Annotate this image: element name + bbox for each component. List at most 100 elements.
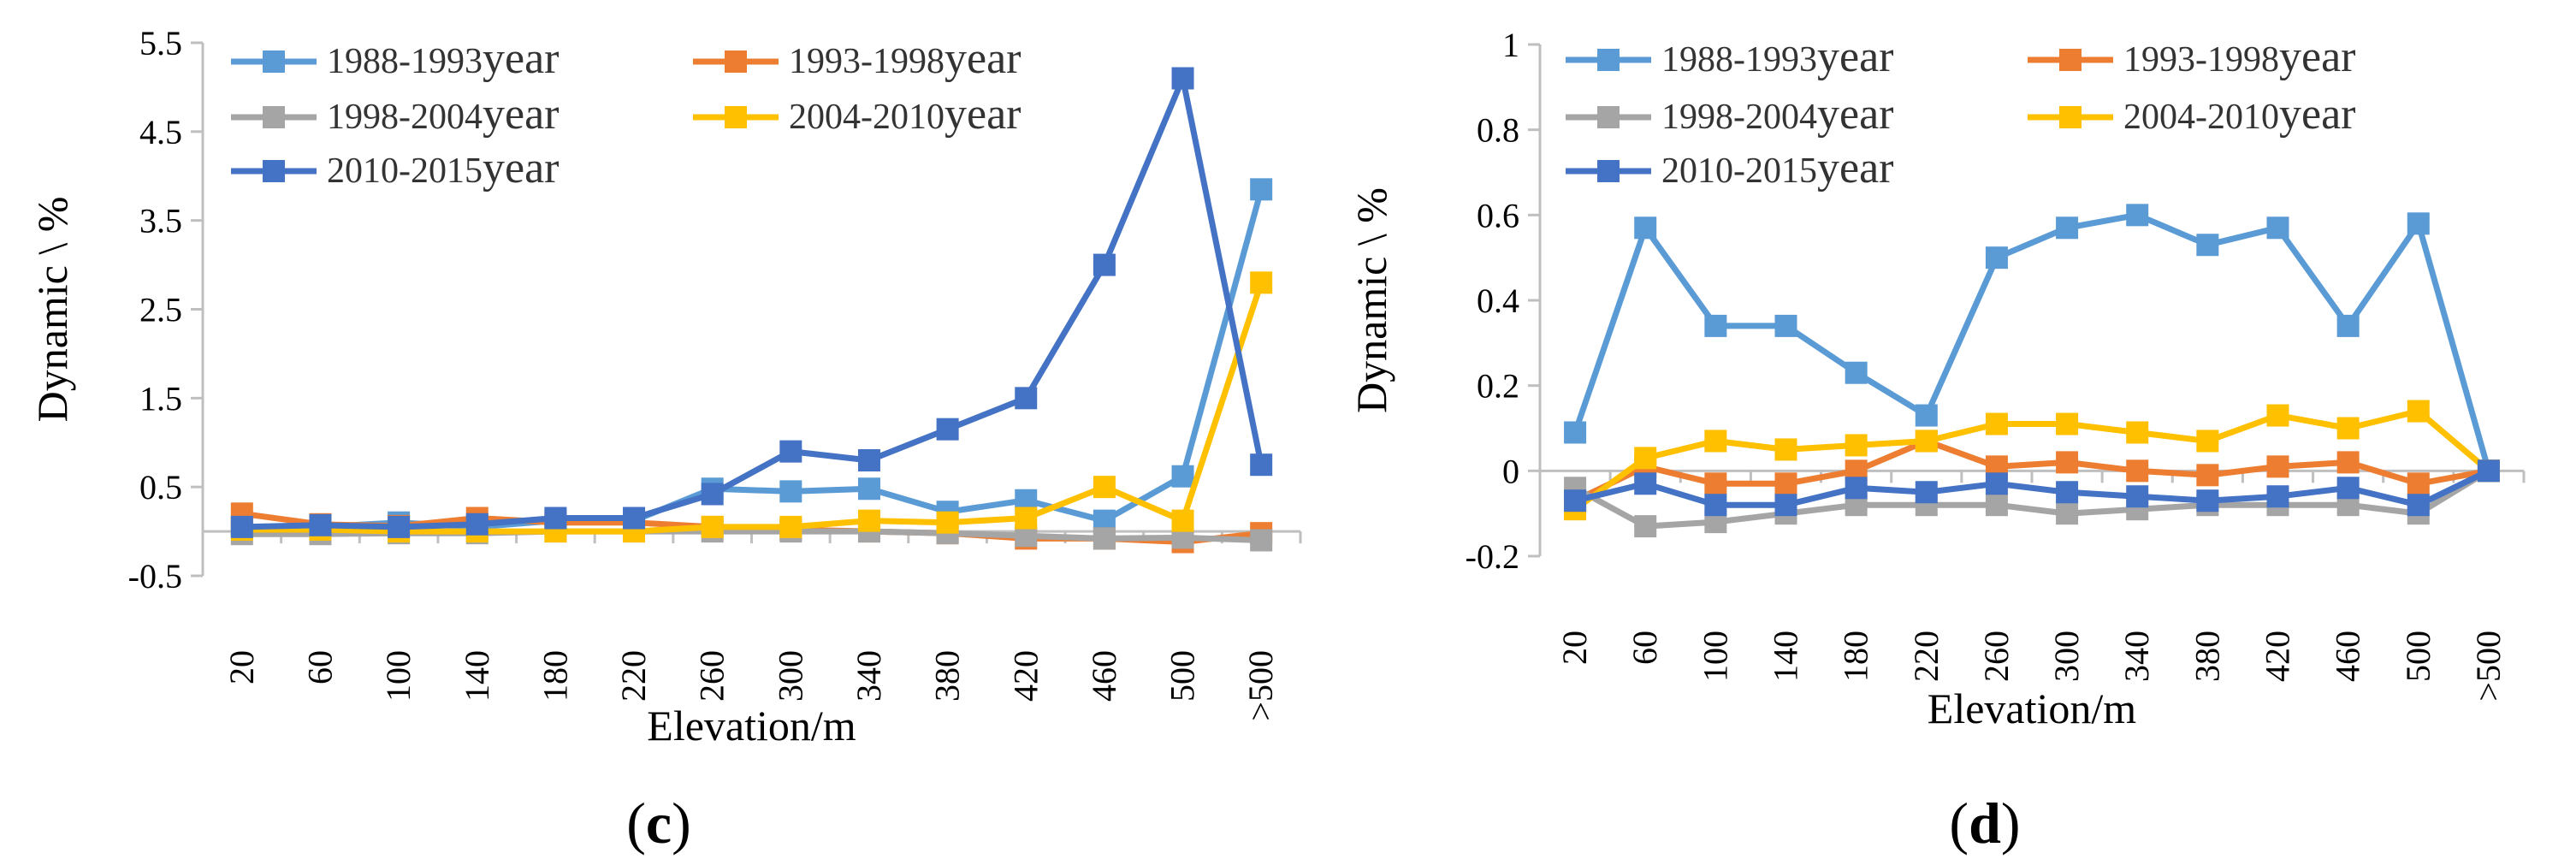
data-point — [1250, 453, 1273, 477]
data-point — [2056, 412, 2079, 435]
data-point — [1774, 494, 1797, 517]
legend-marker — [725, 106, 747, 128]
data-point — [1634, 216, 1657, 240]
x-tick-label: 420 — [2259, 631, 2297, 682]
y-tick-label: 0.5 — [139, 468, 182, 507]
data-point — [1915, 404, 1938, 427]
x-tick-label: 380 — [2188, 631, 2226, 682]
data-point — [1093, 476, 1116, 499]
data-point — [2056, 481, 2079, 504]
data-point — [779, 440, 802, 463]
data-point — [388, 515, 411, 538]
y-tick-label: 0.4 — [1477, 281, 1519, 320]
data-point — [1093, 253, 1116, 276]
chart-panel-d: -0.2 0 0.2 0.4 0.6 0.8 1 20 60 100 140 180 220 260 300… — [1347, 26, 2526, 856]
data-point — [2407, 494, 2430, 517]
data-point — [2196, 430, 2219, 453]
data-point — [309, 513, 332, 536]
series-line — [1573, 408, 2491, 512]
data-point — [2196, 234, 2219, 257]
legend-label: 2004-2010year — [789, 90, 1021, 139]
y-tick-label: 0.2 — [1477, 367, 1519, 406]
legend-entry-2010-2015: 2010-2015year — [231, 144, 559, 193]
x-tick-label: 140 — [458, 650, 496, 702]
legend-marker — [2059, 49, 2082, 71]
series-2010-2015 — [230, 67, 1273, 538]
x-tick-label: 100 — [379, 650, 417, 702]
data-point — [701, 515, 724, 538]
data-point — [1985, 494, 2008, 517]
y-tick-label: 4.5 — [139, 113, 182, 151]
data-point — [2407, 400, 2430, 423]
series-line — [1573, 438, 2490, 504]
data-point — [1704, 472, 1727, 495]
x-tick-label: 420 — [1006, 650, 1045, 702]
data-point — [857, 477, 880, 501]
data-point — [2196, 489, 2219, 512]
legend-entry-2010-2015: 2010-2015year — [1566, 144, 1893, 193]
chart-panel-c: -0.5 0.5 1.5 2.5 3.5 4.5 5.5 20 60 100 140 180 220 26… — [28, 24, 1302, 856]
data-point — [1250, 529, 1273, 552]
data-point — [857, 509, 880, 532]
legend-marker — [263, 160, 285, 182]
panel-caption: (c) — [626, 791, 691, 856]
legend-label: 2004-2010year — [2123, 90, 2355, 139]
data-point — [2056, 451, 2079, 474]
y-tick-label: 5.5 — [139, 24, 182, 62]
data-point — [1704, 430, 1727, 453]
legend-marker — [1597, 106, 1620, 128]
legend-marker — [263, 50, 285, 73]
data-point — [857, 449, 880, 472]
data-point — [1093, 527, 1116, 550]
x-tick-label: 20 — [222, 650, 261, 684]
x-tick-label: >500 — [2469, 631, 2508, 702]
data-point — [1915, 430, 1938, 453]
data-point — [1250, 271, 1273, 294]
x-tick-label: 500 — [2399, 631, 2437, 682]
data-point — [2407, 472, 2430, 495]
data-point — [1171, 509, 1194, 532]
legend-marker — [1597, 49, 1620, 71]
x-tick-label: 380 — [928, 650, 967, 702]
x-axis-label: Elevation/m — [647, 702, 856, 749]
x-tick-label: 460 — [1085, 650, 1123, 702]
x-tick-label: 180 — [536, 650, 574, 702]
y-axis-label: Dynamic \ % — [1347, 187, 1395, 413]
data-point — [2336, 477, 2360, 500]
series-line — [241, 281, 1264, 535]
data-point — [1171, 67, 1194, 90]
legend-entry-1993-1998: 1993-1998year — [693, 34, 1021, 83]
x-tick-label: 300 — [771, 650, 809, 702]
legend-entry-1998-2004: 1998-2004year — [1566, 90, 1893, 139]
series-line — [1573, 468, 2490, 530]
legend-marker — [263, 106, 285, 128]
x-tick-label: 500 — [1164, 650, 1202, 702]
data-point — [1564, 421, 1587, 444]
x-tick-label: 460 — [2329, 631, 2367, 682]
data-point — [1985, 472, 2008, 495]
data-point — [1015, 507, 1038, 530]
data-point — [2126, 204, 2149, 227]
y-tick-label: -0.2 — [1466, 537, 1519, 576]
data-point — [936, 418, 959, 441]
x-tick-label: 340 — [2117, 631, 2156, 682]
series-line — [1574, 468, 2490, 508]
x-tick-label: >500 — [1241, 650, 1280, 721]
legend-entry-1988-1993: 1988-1993year — [231, 34, 559, 83]
data-point — [1845, 361, 1868, 384]
data-point — [1704, 494, 1727, 517]
legend-label: 1998-2004year — [327, 90, 559, 139]
data-point — [1985, 412, 2008, 435]
y-tick-label: -0.5 — [128, 557, 182, 595]
data-point — [2336, 417, 2360, 440]
data-point — [1564, 489, 1587, 512]
data-point — [779, 515, 802, 538]
data-point — [2336, 314, 2360, 337]
data-point — [1985, 246, 2008, 270]
data-point — [1845, 434, 1868, 457]
x-tick-label: 340 — [850, 650, 888, 702]
data-point — [2266, 485, 2289, 508]
data-point — [1015, 387, 1038, 410]
x-tick-label: 100 — [1696, 631, 1734, 682]
